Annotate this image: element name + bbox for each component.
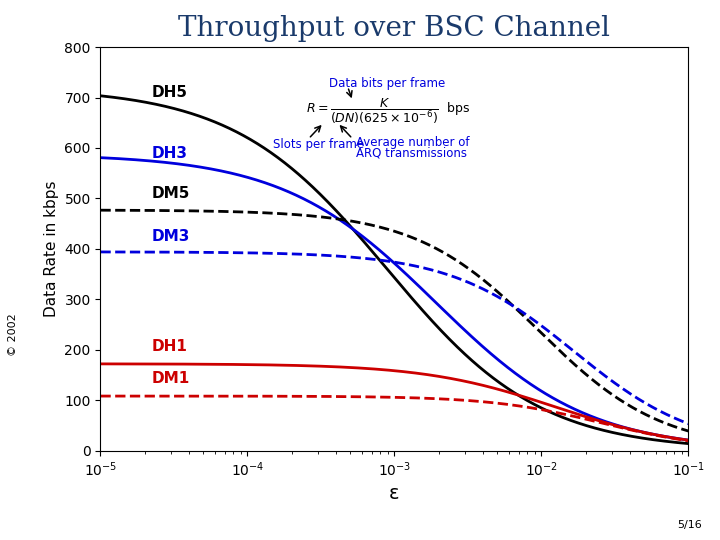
Text: © 2002: © 2002 <box>8 313 18 356</box>
Text: Data bits per frame: Data bits per frame <box>329 77 446 90</box>
Text: ARQ transmissions: ARQ transmissions <box>356 146 467 159</box>
Text: Average number of: Average number of <box>356 137 469 150</box>
X-axis label: ε: ε <box>390 484 400 503</box>
Text: Slots per frame: Slots per frame <box>274 138 364 151</box>
Text: DH5: DH5 <box>152 85 188 100</box>
Y-axis label: Data Rate in kbps: Data Rate in kbps <box>44 180 59 317</box>
Text: $R = \dfrac{K}{(DN)(625 \times 10^{-6})}$  bps: $R = \dfrac{K}{(DN)(625 \times 10^{-6})}… <box>306 97 470 126</box>
Title: Throughput over BSC Channel: Throughput over BSC Channel <box>179 15 611 42</box>
Text: 5/16: 5/16 <box>678 520 702 530</box>
Text: DM1: DM1 <box>152 371 190 386</box>
Text: DH1: DH1 <box>152 339 188 354</box>
Text: DH3: DH3 <box>152 145 188 160</box>
Text: DM3: DM3 <box>152 229 190 244</box>
Text: DM5: DM5 <box>152 186 190 201</box>
